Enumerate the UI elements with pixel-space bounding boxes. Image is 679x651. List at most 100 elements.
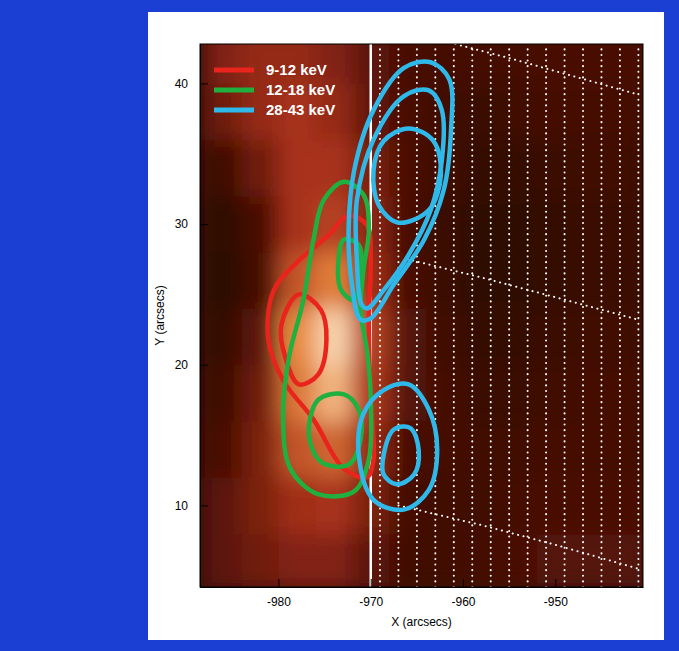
heatmap-cell (242, 421, 279, 478)
heatmap-cell (426, 308, 463, 365)
y-tick-mark (200, 505, 208, 506)
y-tick-label: 40 (175, 77, 189, 91)
heatmap-cell (537, 477, 574, 534)
grid-line (582, 44, 584, 587)
y-tick: 10 (175, 499, 208, 513)
heatmap-cell (574, 421, 611, 478)
grid-line (527, 44, 529, 587)
x-tick-label: -970 (359, 595, 383, 609)
x-axis-title: X (arcsecs) (391, 615, 452, 629)
heatmap-cell (242, 252, 279, 309)
grid-line (408, 259, 639, 319)
grid-line (637, 44, 639, 587)
heatmap-cell (537, 534, 574, 587)
heatmap-cell (426, 421, 463, 478)
heatmap-cell (205, 534, 242, 587)
heatmap-cell (315, 308, 352, 365)
heatmap-cell (537, 308, 574, 365)
heatmap-cell (242, 534, 279, 587)
heatmap-cell (205, 140, 242, 197)
legend: 9-12 keV12-18 keV28-43 keV (214, 61, 335, 118)
heatmap-cell (278, 477, 315, 534)
heatmap-cell (463, 44, 500, 84)
heatmap-cell (389, 140, 426, 197)
heatmap-cell (500, 477, 537, 534)
x-tick-label: -960 (452, 595, 476, 609)
heatmap-cell (500, 252, 537, 309)
x-tick-mark (278, 579, 279, 587)
x-tick-label: -980 (267, 595, 291, 609)
legend-label: 9-12 keV (266, 61, 327, 78)
legend-swatch (214, 88, 254, 93)
y-tick: 40 (175, 77, 208, 91)
heatmap-cell (463, 365, 500, 422)
x-tick: -980 (267, 579, 291, 609)
x-tick-label: -950 (544, 595, 568, 609)
heatmap-cell (242, 365, 279, 422)
y-tick: 30 (175, 217, 208, 231)
heatmap-cell (389, 308, 426, 365)
grid-line (619, 44, 621, 587)
x-tick: -950 (544, 579, 568, 609)
plot-frame (200, 44, 643, 587)
heatmap-cell (205, 365, 242, 422)
y-tick-label: 10 (175, 499, 189, 513)
heatmap-cell (315, 534, 352, 587)
contour (358, 384, 437, 510)
x-tick: -970 (359, 579, 383, 609)
heatmap-cell (537, 365, 574, 422)
heatmap-cell (463, 534, 500, 587)
heatmap-cell (500, 421, 537, 478)
plot-area (200, 44, 643, 587)
y-tick: 20 (175, 358, 208, 372)
contour (309, 393, 362, 466)
heatmap-cell (611, 196, 643, 253)
heatmap-cell (315, 477, 352, 534)
heatmap-cell (463, 196, 500, 253)
heatmap-cell (537, 140, 574, 197)
x-tick-mark (555, 579, 556, 587)
heatmap-cell (500, 365, 537, 422)
heatmap-cell (574, 534, 611, 587)
heatmap-cell (278, 196, 315, 253)
grid-line (445, 44, 639, 95)
heatmap-cell (500, 534, 537, 587)
heatmap-cell (205, 308, 242, 365)
contour (373, 128, 441, 222)
heatmap-cell (278, 140, 315, 197)
grid-line (398, 505, 638, 568)
grid-line (508, 44, 510, 587)
contour (349, 62, 453, 321)
x-tick-mark (463, 579, 464, 587)
heatmap-cell (205, 421, 242, 478)
heatmap-cell (242, 196, 279, 253)
heatmap-cell (500, 83, 537, 140)
heatmap-cell (389, 534, 426, 587)
y-tick-label: 30 (175, 217, 189, 231)
heatmap-cell (463, 477, 500, 534)
heatmap-cell (574, 252, 611, 309)
heatmap-cell (463, 421, 500, 478)
grid-line (564, 44, 566, 587)
heatmap-cell (537, 44, 574, 84)
heatmap-cell (463, 83, 500, 140)
panel (148, 12, 664, 640)
heatmap-cell (574, 83, 611, 140)
grid-line (600, 44, 602, 587)
heatmap-cell (463, 308, 500, 365)
x-tick: -960 (452, 579, 476, 609)
heatmap-cell (426, 534, 463, 587)
grid-line (471, 44, 473, 587)
legend-swatch (214, 68, 254, 73)
chart: -980-970-960-95010203040X (arcsecs)Y (ar… (0, 0, 679, 651)
contours (268, 62, 453, 510)
grid-line (490, 44, 492, 587)
contour (382, 427, 419, 485)
heatmap-cell (537, 252, 574, 309)
heatmap-cell (500, 196, 537, 253)
heatmap-cell (537, 196, 574, 253)
legend-swatch (214, 108, 254, 113)
grid-line (545, 44, 547, 587)
heatmap-cell (426, 252, 463, 309)
legend-label: 28-43 keV (266, 101, 335, 118)
